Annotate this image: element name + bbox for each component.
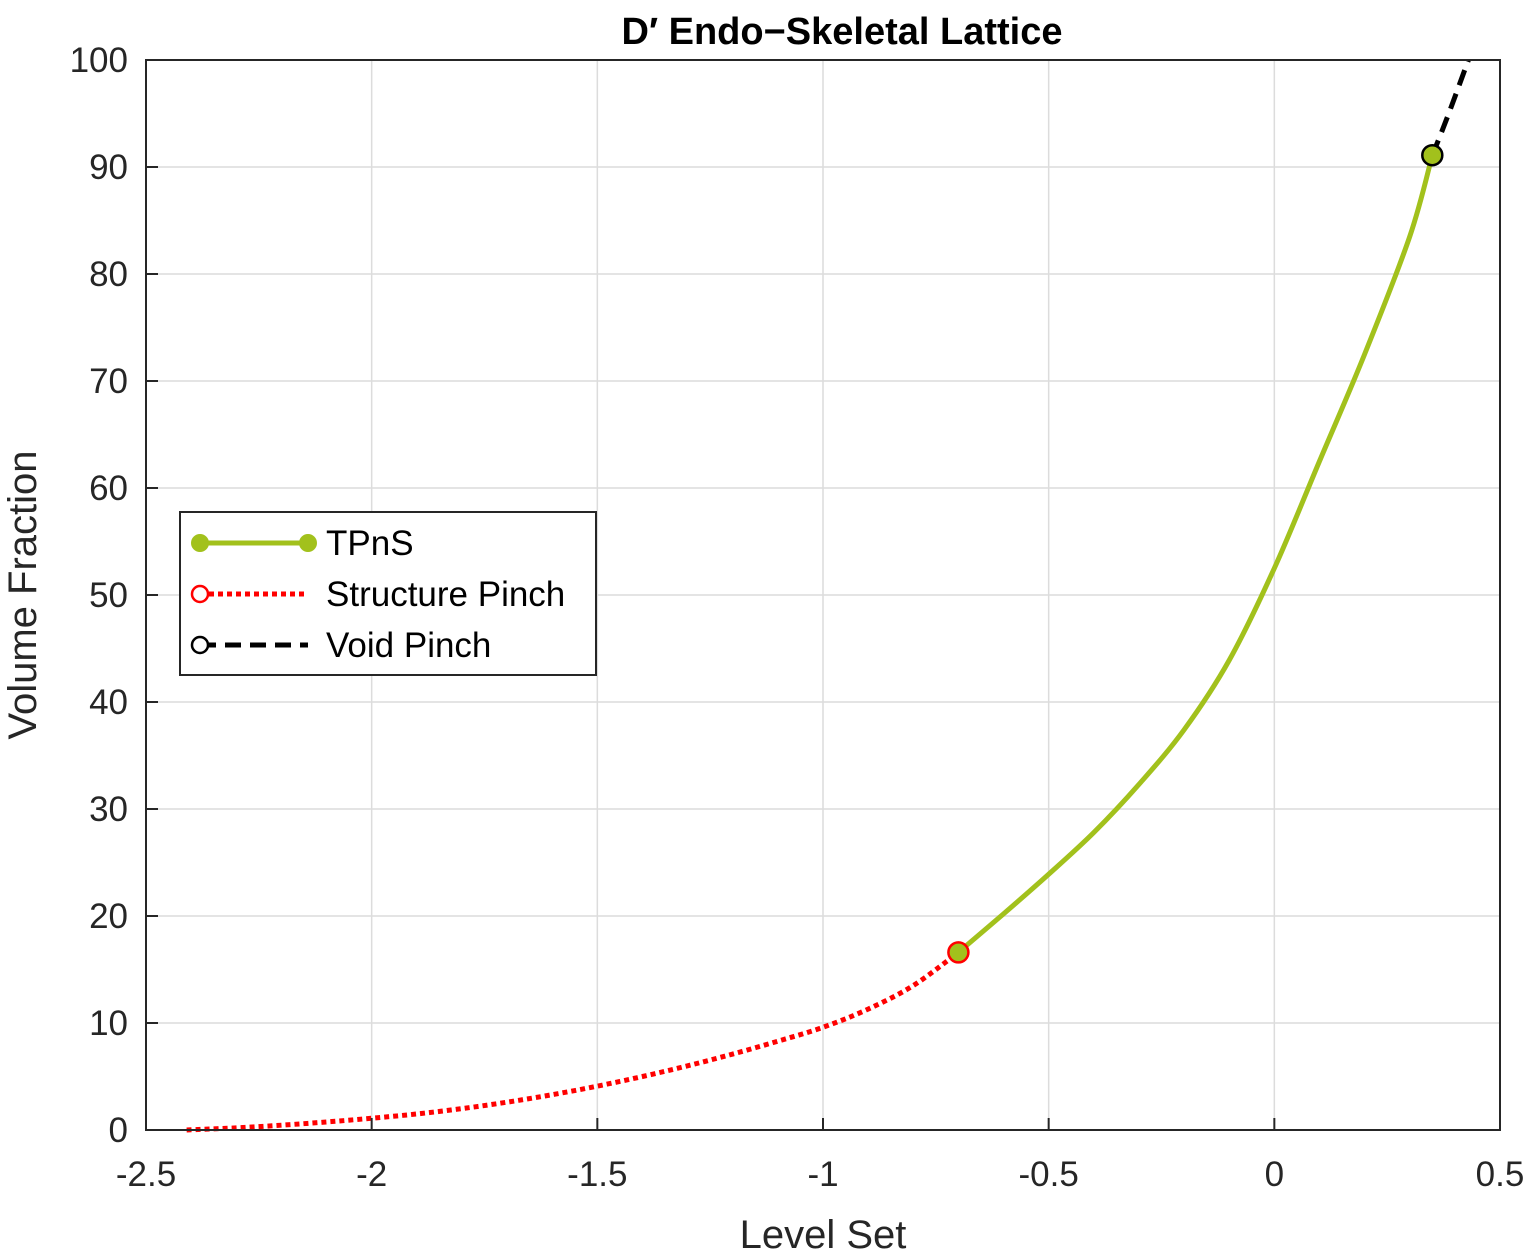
chart-title: D′ Endo−Skeletal Lattice: [622, 11, 1063, 53]
x-tick-label: -1: [807, 1155, 838, 1194]
x-tick-label: -2.5: [116, 1155, 176, 1194]
legend-marker: [299, 534, 317, 552]
transition-point-marker: [1421, 143, 1444, 167]
x-tick-label: -2: [356, 1155, 387, 1194]
y-tick-label: 20: [89, 897, 128, 936]
y-tick-label: 50: [89, 576, 128, 615]
legend-marker: [191, 534, 209, 552]
legend-marker: [190, 635, 210, 655]
y-tick-label: 100: [70, 41, 128, 80]
y-tick-label: 60: [89, 469, 128, 508]
x-axis-ticks: -2.5 -2 -1.5 -1 -0.5 0 0.5: [116, 1118, 1524, 1194]
series-structure-pinch: [186, 950, 960, 1133]
legend-label: TPnS: [326, 524, 414, 563]
y-tick-label: 10: [89, 1004, 128, 1043]
y-tick-label: 90: [89, 148, 128, 187]
legend-label: Void Pinch: [326, 626, 491, 665]
legend-marker: [190, 584, 210, 604]
x-tick-label: -1.5: [567, 1155, 627, 1194]
marker-layer: [947, 143, 1444, 964]
x-axis-title: Level Set: [740, 1213, 907, 1253]
series-tpns: [955, 152, 1435, 955]
y-tick-label: 30: [89, 790, 128, 829]
y-tick-label: 0: [109, 1111, 128, 1150]
x-tick-label: -0.5: [1019, 1155, 1079, 1194]
x-tick-label: 0: [1265, 1155, 1284, 1194]
y-axis-title: Volume Fraction: [1, 450, 45, 739]
y-tick-label: 80: [89, 255, 128, 294]
legend: TPnS Structure Pinch Void Pinch: [179, 511, 597, 676]
transition-point-marker: [947, 941, 970, 964]
y-axis-ticks: 0 10 20 30 40 50 60 70 80 90 100: [70, 41, 158, 1150]
y-tick-label: 70: [89, 362, 128, 401]
legend-items: TPnS Structure Pinch Void Pinch: [190, 524, 565, 665]
y-tick-label: 40: [89, 683, 128, 722]
series-void-pinch: [1429, 59, 1471, 157]
legend-label: Structure Pinch: [326, 575, 565, 614]
series-layer: [186, 59, 1471, 1133]
x-tick-label: 0.5: [1476, 1155, 1525, 1194]
